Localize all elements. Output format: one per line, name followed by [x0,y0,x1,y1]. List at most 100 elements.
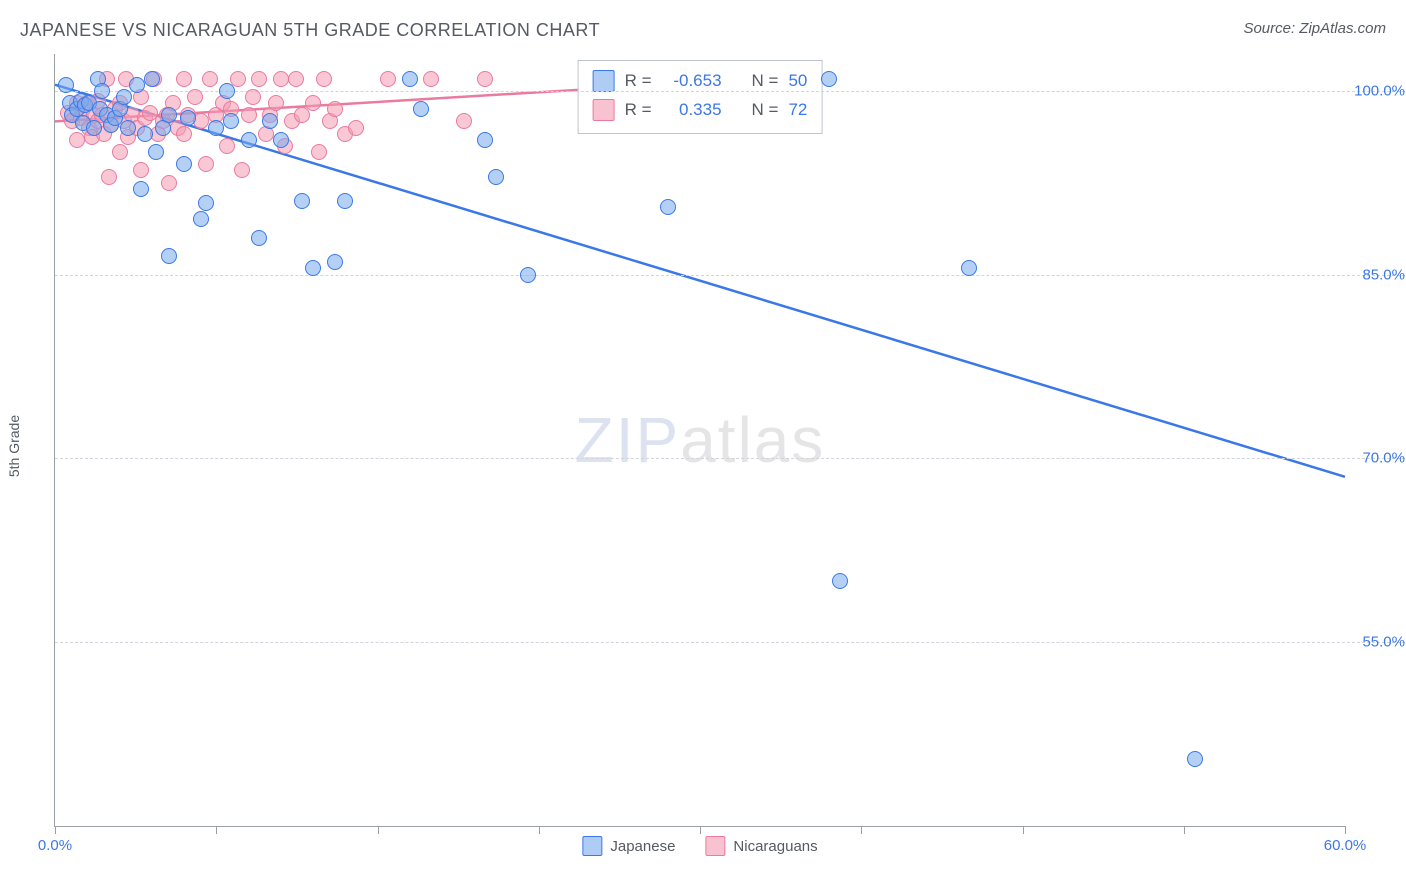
japanese-point [251,230,267,246]
japanese-point [402,71,418,87]
japanese-point [660,199,676,215]
japanese-point [337,193,353,209]
source-attribution: Source: ZipAtlas.com [1243,20,1386,37]
nicaraguan-point [241,107,257,123]
japanese-point [208,120,224,136]
japanese-point [262,113,278,129]
japanese-point [273,132,289,148]
japanese-point [961,260,977,276]
x-tick-mark [1184,826,1185,834]
japanese-point [129,77,145,93]
y-tick-label: 85.0% [1362,266,1405,283]
y-tick-label: 55.0% [1362,634,1405,651]
x-tick-label: 60.0% [1324,837,1367,854]
japanese-point [58,77,74,93]
nicaraguan-point [311,144,327,160]
gridline [55,642,1405,643]
x-tick-label: 0.0% [38,837,72,854]
info-row: R = 0.335 N = 72 [593,96,808,125]
x-tick-mark [1345,826,1346,834]
nicaraguan-point [161,175,177,191]
legend-item-japanese: Japanese [582,836,675,856]
x-tick-mark [378,826,379,834]
japanese-point [198,195,214,211]
japanese-point [144,71,160,87]
x-tick-mark [539,826,540,834]
japanese-point [176,156,192,172]
japanese-point [161,248,177,264]
n-value: 72 [788,96,807,125]
correlation-info-box: R =-0.653N =50R =0.335N =72 [578,60,823,134]
nicaraguan-point [234,162,250,178]
japanese-point [520,267,536,283]
chart-title: JAPANESE VS NICARAGUAN 5TH GRADE CORRELA… [20,20,600,41]
japanese-point [86,120,102,136]
blue-swatch-icon [593,70,615,92]
japanese-point [120,120,136,136]
japanese-point [161,107,177,123]
nicaraguan-point [187,89,203,105]
nicaraguan-point [176,126,192,142]
nicaraguan-point [327,101,343,117]
japanese-point [832,573,848,589]
gridline [55,275,1405,276]
japanese-point [137,126,153,142]
nicaraguan-point [112,144,128,160]
nicaraguan-point [288,71,304,87]
japanese-point [133,181,149,197]
japanese-point [327,254,343,270]
nicaraguan-point [380,71,396,87]
legend-item-nicaraguans: Nicaraguans [705,836,817,856]
japanese-point [116,89,132,105]
x-tick-mark [700,826,701,834]
nicaraguan-point [245,89,261,105]
japanese-point [180,110,196,126]
japanese-point [305,260,321,276]
nicaraguan-point [198,156,214,172]
scatter-plot-area: ZIPatlas R =-0.653N =50R =0.335N =72 Jap… [54,54,1345,827]
japanese-point [193,211,209,227]
nicaraguan-point [305,95,321,111]
pink-swatch-icon [593,99,615,121]
japanese-point [219,83,235,99]
nicaraguan-point [456,113,472,129]
x-tick-mark [1023,826,1024,834]
x-tick-mark [55,826,56,834]
blue-swatch-icon [582,836,602,856]
legend-label: Nicaraguans [733,838,817,855]
nicaraguan-point [423,71,439,87]
japanese-point [413,101,429,117]
nicaraguan-point [202,71,218,87]
nicaraguan-point [69,132,85,148]
n-label: N = [752,96,779,125]
japanese-point [294,193,310,209]
legend: Japanese Nicaraguans [582,836,817,856]
pink-swatch-icon [705,836,725,856]
nicaraguan-point [316,71,332,87]
japanese-point [488,169,504,185]
nicaraguan-point [101,169,117,185]
japanese-point [1187,751,1203,767]
nicaraguan-point [133,162,149,178]
japanese-point [477,132,493,148]
japanese-point [148,144,164,160]
japanese-point [94,83,110,99]
x-tick-mark [861,826,862,834]
gridline [55,458,1405,459]
y-tick-label: 100.0% [1354,82,1405,99]
r-label: R = [625,96,652,125]
nicaraguan-point [477,71,493,87]
nicaraguan-point [251,71,267,87]
r-value: 0.335 [662,96,722,125]
x-tick-mark [216,826,217,834]
japanese-point [223,113,239,129]
y-tick-label: 70.0% [1362,450,1405,467]
title-bar: JAPANESE VS NICARAGUAN 5TH GRADE CORRELA… [20,20,1386,41]
nicaraguan-point [273,71,289,87]
nicaraguan-point [348,120,364,136]
nicaraguan-point [268,95,284,111]
nicaraguan-point [219,138,235,154]
japanese-point [241,132,257,148]
y-axis-label: 5th Grade [6,415,22,477]
legend-label: Japanese [610,838,675,855]
